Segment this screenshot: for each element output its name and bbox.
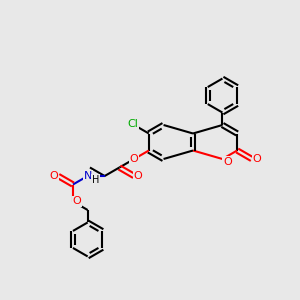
Text: Cl: Cl	[127, 119, 138, 129]
Text: O: O	[73, 196, 81, 206]
Text: O: O	[253, 154, 261, 164]
Text: O: O	[130, 154, 139, 164]
Text: O: O	[134, 171, 142, 181]
Text: H: H	[92, 175, 99, 185]
Text: O: O	[223, 157, 232, 167]
Text: O: O	[50, 171, 58, 181]
Text: N: N	[83, 171, 92, 181]
